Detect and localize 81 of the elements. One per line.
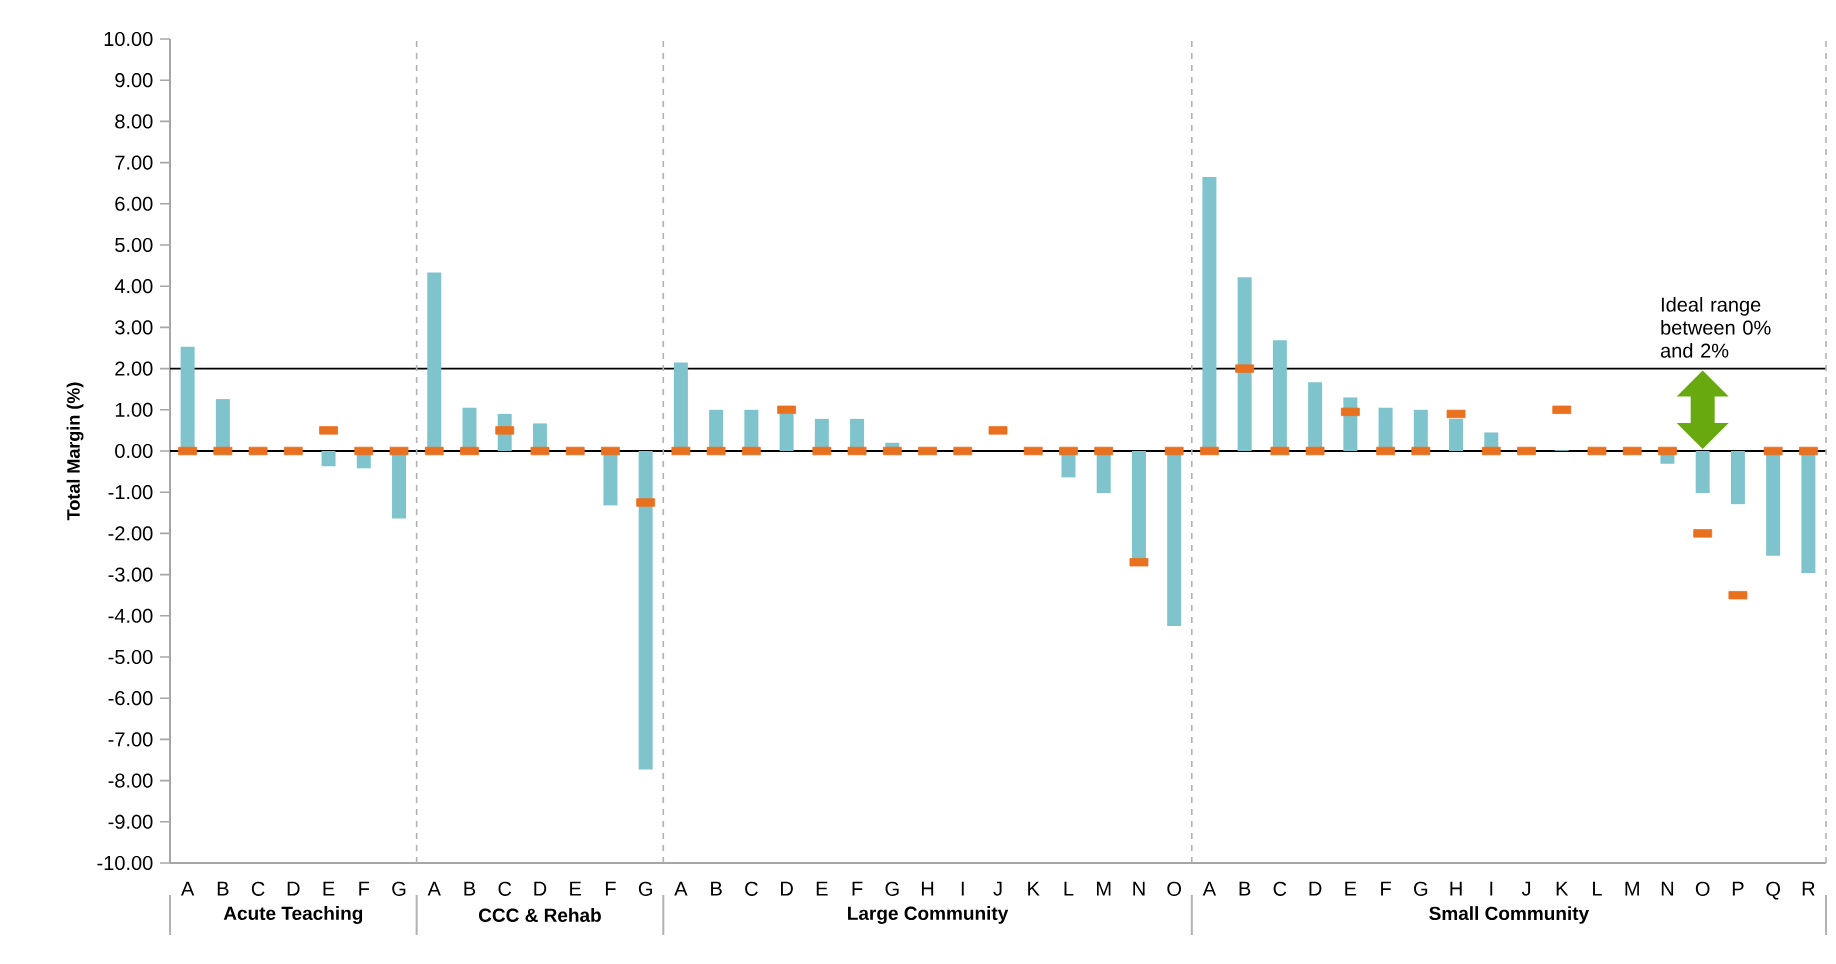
y-axis-title: Total Margin (%) <box>66 382 84 521</box>
y-tick-label: -1.00 <box>108 485 153 500</box>
x-tick-label: B <box>711 881 722 896</box>
x-tick-label: B <box>1239 881 1251 896</box>
x-tick-label: J <box>993 881 1002 896</box>
x-tick-label: C <box>1273 881 1287 896</box>
x-tick-label: C <box>498 881 512 896</box>
x-tick-label: F <box>605 881 616 896</box>
y-tick-label: -7.00 <box>108 732 153 747</box>
bar <box>779 413 794 451</box>
x-tick-label: F <box>1381 881 1391 896</box>
x-tick-label: B <box>464 881 476 896</box>
x-tick-label: K <box>1028 881 1040 896</box>
text: CCC & Rehab <box>478 908 601 922</box>
y-tick-label: -10.00 <box>97 855 153 871</box>
y-tick-label: 1.00 <box>115 402 153 417</box>
x-tick-label: G <box>1414 881 1428 896</box>
x-tick-label: E <box>1345 881 1357 896</box>
y-tick-label: 6.00 <box>115 196 153 211</box>
text: Acute Teaching <box>223 906 363 924</box>
x-tick-label: A <box>427 881 441 896</box>
bar <box>1730 451 1745 505</box>
text: Large Community <box>848 906 1009 924</box>
x-tick-label: A <box>674 881 688 896</box>
x-tick-label: B <box>217 881 229 896</box>
x-tick-label: M <box>1625 881 1639 896</box>
y-tick-label: -9.00 <box>108 814 153 829</box>
annotation: Ideal range between 0% and 2% <box>1660 297 1771 358</box>
y-tick-label: 2.00 <box>115 361 153 376</box>
y-tick-label: -4.00 <box>108 608 153 623</box>
bar <box>1695 451 1710 494</box>
x-tick-label: I <box>1490 881 1493 896</box>
x-tick-label: E <box>570 881 582 896</box>
x-tick-label: A <box>1202 881 1217 896</box>
x-tick-label: F <box>852 881 863 896</box>
x-tick-label: A <box>180 881 195 896</box>
x-tick-label: H <box>921 881 934 896</box>
y-tick-label: -6.00 <box>108 691 153 706</box>
x-tick-label: R <box>1802 881 1815 896</box>
y-tick-label: 5.00 <box>115 237 153 253</box>
x-tick-label: O <box>1695 881 1710 896</box>
text: Small Community <box>1429 906 1590 924</box>
y-tick-label: -5.00 <box>108 649 153 665</box>
bar <box>638 451 653 770</box>
y-tick-label: -8.00 <box>108 773 153 788</box>
bar <box>321 451 336 467</box>
y-tick-label: -2.00 <box>108 526 153 541</box>
x-tick-label: G <box>638 881 652 896</box>
bar <box>1449 418 1464 451</box>
y-tick-label: 3.00 <box>115 320 153 335</box>
x-tick-label: I <box>961 881 964 896</box>
y-tick-label: 10.00 <box>104 31 153 47</box>
y-tick-label: 0.00 <box>115 443 153 459</box>
x-tick-label: O <box>1167 881 1182 896</box>
x-tick-label: D <box>781 881 793 896</box>
x-tick-label: N <box>1661 881 1674 896</box>
x-tick-label: L <box>1593 881 1602 896</box>
x-tick-label: J <box>1521 881 1531 896</box>
x-tick-label: H <box>1450 881 1462 896</box>
x-tick-label: G <box>885 881 899 896</box>
x-tick-label: N <box>1133 881 1145 896</box>
x-tick-label: L <box>1064 881 1074 896</box>
x-tick-label: F <box>359 881 370 896</box>
x-tick-label: Q <box>1766 881 1780 900</box>
x-tick-label: D <box>287 881 300 896</box>
x-tick-label: G <box>392 881 406 896</box>
x-tick-label: K <box>1556 881 1569 896</box>
y-tick-label: 8.00 <box>115 114 153 129</box>
y-tick-label: 9.00 <box>115 73 153 88</box>
x-tick-label: M <box>1097 881 1111 896</box>
x-tick-label: D <box>534 881 547 896</box>
x-tick-label: P <box>1732 881 1744 896</box>
y-tick-label: -3.00 <box>108 567 153 582</box>
x-tick-label: C <box>745 881 758 896</box>
y-tick-label: 4.00 <box>114 279 153 294</box>
x-tick-label: E <box>323 881 335 896</box>
x-tick-label: C <box>251 881 265 896</box>
y-tick-label: 7.00 <box>115 155 153 170</box>
bar <box>1237 277 1252 451</box>
x-tick-label: E <box>816 881 828 896</box>
x-tick-label: D <box>1309 881 1322 896</box>
